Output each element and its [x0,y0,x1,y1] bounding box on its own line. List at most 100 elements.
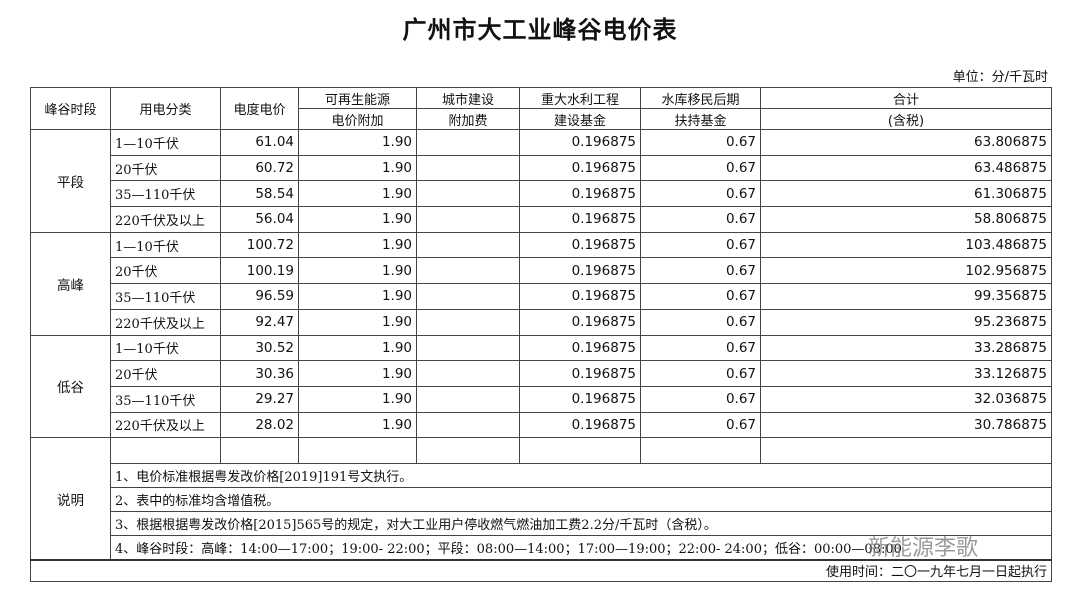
empty-row: 说明 [30,437,1052,561]
renew-cell: 1.90 [298,385,417,413]
renew-cell: 1.90 [298,206,417,233]
reservoir-cell: 0.67 [640,154,761,182]
water-cell: 0.196875 [519,154,641,182]
renew-cell: 1.90 [298,154,417,182]
table-row: 20千伏 30.36 1.90 0.196875 0.67 33.126875 [31,360,1052,387]
empty-cell [220,437,299,464]
reservoir-cell: 0.67 [640,334,761,362]
note-text: 3、根据根据粤发改价格[2015]565号的规定，对大工业用户停收燃气燃油加工费… [110,510,1052,536]
reservoir-cell: 0.67 [640,129,761,156]
table-row: 220千伏及以上 92.47 1.90 0.196875 0.67 95.236875 [31,308,1052,336]
price-cell: 61.04 [220,129,299,156]
notes-label: 说明 [30,437,111,561]
reservoir-cell: 0.67 [640,283,761,310]
category-cell: 220千伏及以上 [110,411,221,439]
category-cell: 220千伏及以上 [110,308,221,336]
water-cell: 0.196875 [519,180,641,208]
note-row: 4、峰谷时段：高峰：14:00—17:00；19:00- 22:00；平段：08… [31,534,1052,561]
empty-cell [110,437,221,464]
total-cell: 95.236875 [760,308,1052,336]
header-reservoir-2: 扶持基金 [640,108,761,130]
water-cell: 0.196875 [519,411,641,439]
renew-cell: 1.90 [298,180,417,208]
category-cell: 220千伏及以上 [110,206,221,233]
period-cell: 平段 [30,129,111,233]
page-title: 广州市大工业峰谷电价表 [402,16,678,44]
note-text: 2、表中的标准均含增值税。 [110,486,1052,512]
header-total: 合计 [760,87,1052,109]
water-cell: 0.196875 [519,231,641,259]
city-cell [416,283,520,310]
reservoir-cell: 0.67 [640,257,761,285]
total-cell: 33.126875 [760,360,1052,387]
total-cell: 58.806875 [760,206,1052,233]
header-category: 用电分类 [110,87,221,130]
header-row-2: 电价附加 附加费 建设基金 扶持基金 (含税) [31,108,1052,130]
header-renew: 可再生能源 [298,87,417,109]
header-total-2: (含税) [760,108,1052,130]
empty-cell [519,437,641,464]
price-cell: 30.52 [220,334,299,362]
price-cell: 56.04 [220,206,299,233]
price-cell: 28.02 [220,411,299,439]
city-cell [416,334,520,362]
water-cell: 0.196875 [519,360,641,387]
unit-label: 单位：分/千瓦时 [952,70,1048,85]
water-cell: 0.196875 [519,385,641,413]
city-cell [416,411,520,439]
note-text: 4、峰谷时段：高峰：14:00—17:00；19:00- 22:00；平段：08… [110,534,1052,561]
empty-cell [640,437,761,464]
total-cell: 61.306875 [760,180,1052,208]
header-period: 峰谷时段 [30,87,111,130]
reservoir-cell: 0.67 [640,308,761,336]
price-cell: 30.36 [220,360,299,387]
table-row: 平段 1—10千伏 61.04 1.90 0.196875 0.67 63.806875 [30,129,1052,233]
header-city-2: 附加费 [416,108,520,130]
city-cell [416,385,520,413]
category-cell: 1—10千伏 [110,231,221,259]
price-cell: 100.72 [220,231,299,259]
reservoir-cell: 0.67 [640,360,761,387]
price-cell: 96.59 [220,283,299,310]
renew-cell: 1.90 [298,334,417,362]
category-cell: 20千伏 [110,360,221,387]
reservoir-cell: 0.67 [640,231,761,259]
total-cell: 99.356875 [760,283,1052,310]
total-cell: 30.786875 [760,411,1052,439]
price-cell: 60.72 [220,154,299,182]
header-city: 城市建设 [416,87,520,109]
category-cell: 20千伏 [110,257,221,285]
header-renew-2: 电价附加 [298,108,417,130]
table-row: 20千伏 100.19 1.90 0.196875 0.67 102.956875 [31,257,1052,285]
table-row: 20千伏 60.72 1.90 0.196875 0.67 63.486875 [31,154,1052,182]
header-row: 峰谷时段 用电分类 电度电价 可再生能源 城市建设 重大水利工程 水库移民后期 … [30,87,1052,130]
city-cell [416,154,520,182]
renew-cell: 1.90 [298,257,417,285]
total-cell: 63.806875 [760,129,1052,156]
category-cell: 1—10千伏 [110,129,221,156]
water-cell: 0.196875 [519,308,641,336]
footer-row: 使用时间：二〇一九年七月一日起执行 [30,558,1052,582]
city-cell [416,129,520,156]
renew-cell: 1.90 [298,129,417,156]
category-cell: 35—110千伏 [110,385,221,413]
price-cell: 58.54 [220,180,299,208]
reservoir-cell: 0.67 [640,180,761,208]
category-cell: 20千伏 [110,154,221,182]
renew-cell: 1.90 [298,308,417,336]
water-cell: 0.196875 [519,129,641,156]
price-cell: 29.27 [220,385,299,413]
renew-cell: 1.90 [298,231,417,259]
total-cell: 102.956875 [760,257,1052,285]
empty-cell [416,437,520,464]
city-cell [416,257,520,285]
header-price: 电度电价 [220,87,299,130]
header-water: 重大水利工程 [519,87,641,109]
note-text: 1、电价标准根据粤发改价格[2019]191号文执行。 [110,462,1052,488]
empty-cell [298,437,417,464]
water-cell: 0.196875 [519,206,641,233]
note-row: 1、电价标准根据粤发改价格[2019]191号文执行。 [31,462,1052,488]
table-row: 低谷 1—10千伏 30.52 1.90 0.196875 0.67 33.286875 [30,334,1052,439]
city-cell [416,360,520,387]
table-row: 高峰 1—10千伏 100.72 1.90 0.196875 0.67 103.486875 [30,231,1052,336]
